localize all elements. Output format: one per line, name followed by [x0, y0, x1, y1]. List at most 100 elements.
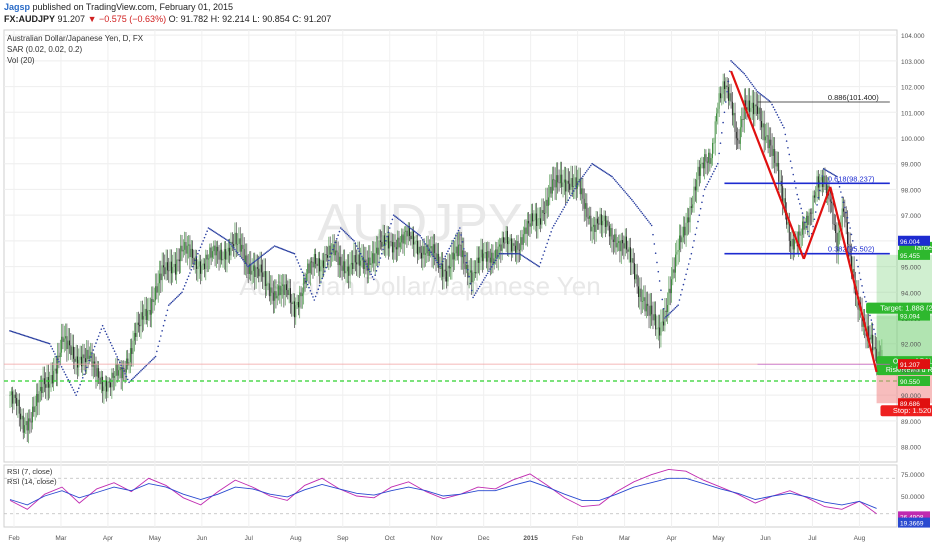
y-tick-label: 102.000 [901, 85, 925, 92]
sar-dot [500, 252, 502, 255]
sar-dot [576, 183, 579, 185]
sar-dot [789, 160, 792, 162]
candle-body [659, 327, 661, 336]
candle-body [465, 264, 467, 270]
sar-dot [584, 171, 587, 174]
candle-body [356, 262, 358, 265]
sar-dot [332, 248, 334, 251]
rr-label: Risk/Reward Ratio: 1.24 [886, 367, 932, 374]
candle-body [528, 220, 530, 224]
sar-dot [377, 265, 379, 268]
candle-body [645, 303, 647, 312]
sar-dot [803, 216, 805, 219]
candle-body [619, 241, 621, 252]
candle-body [250, 263, 252, 275]
sar-dot [248, 264, 251, 267]
sar-dot [149, 360, 152, 363]
candle-body [20, 413, 22, 420]
candle-body [581, 188, 583, 195]
sar-dot [607, 173, 609, 175]
sar-dot [642, 214, 645, 216]
rsi-tick-label: 75.0000 [901, 472, 925, 479]
candle-body [71, 346, 73, 356]
sar-dot [619, 185, 621, 187]
candle-body [139, 324, 141, 327]
x-tick-label: 2015 [523, 535, 538, 542]
candle-body [688, 217, 690, 223]
candle-body [709, 152, 711, 164]
sar-dot [666, 314, 669, 317]
candle-body [513, 243, 515, 246]
candle-body [509, 238, 511, 242]
sar-dot [559, 213, 562, 215]
sar-dot [695, 227, 698, 229]
sar-dot [298, 265, 301, 267]
sar-dot [198, 249, 200, 252]
candle-body [464, 263, 466, 270]
sar-dot [163, 319, 166, 322]
sar-dot [459, 227, 461, 229]
candle-body [813, 195, 815, 198]
candle-body [742, 119, 744, 120]
sar-dot [125, 375, 128, 378]
candle-body [133, 332, 135, 341]
sar-dot [22, 334, 25, 336]
sar-dot [552, 224, 555, 227]
sar-dot [369, 270, 371, 273]
sar-dot [477, 287, 480, 290]
sar-dot [75, 394, 77, 396]
sar-dot [214, 231, 216, 234]
sar-dot [231, 245, 234, 247]
sar-dot [84, 370, 87, 372]
sar-dot [636, 205, 638, 208]
candle-body [553, 179, 555, 181]
sar-dot [841, 196, 843, 198]
candle-body [806, 215, 807, 223]
sar-dot [199, 246, 202, 249]
sar-dot [138, 371, 141, 373]
sar-dot [424, 243, 427, 245]
candle-body [794, 239, 796, 250]
sar-dot [411, 228, 414, 231]
candle-body [508, 241, 510, 245]
fib-level-label: 0.382(95.502) [828, 245, 875, 254]
sar-dot [313, 299, 316, 301]
sar-dot [66, 376, 68, 378]
indicator-legend: Australian Dollar/Japanese Yen, D, FX SA… [7, 34, 144, 65]
candle-body [786, 212, 788, 225]
candle-body [279, 285, 281, 296]
sar-dot [645, 217, 648, 220]
sar-dot [504, 252, 506, 255]
candle-body [13, 394, 15, 404]
author-link[interactable]: Jagsp [4, 2, 31, 12]
sar-dot [219, 234, 222, 237]
candle-body [286, 284, 287, 291]
sar-dot [134, 375, 137, 377]
candle-body [364, 259, 366, 269]
sar-dot [387, 231, 390, 234]
sar-dot [838, 186, 841, 188]
sar-dot [525, 257, 527, 259]
candle-body [12, 391, 14, 404]
sar-dot [611, 175, 613, 178]
price-tag [898, 376, 930, 386]
candle-body [376, 247, 377, 254]
candle-body [198, 261, 200, 267]
sar-dot [259, 256, 261, 259]
candle-body [738, 140, 740, 144]
sar-dot [631, 198, 633, 201]
candle-body [341, 265, 343, 271]
candle-body [446, 271, 448, 282]
candle-body [475, 272, 477, 274]
sar-dot [625, 192, 628, 195]
candle-body [634, 263, 635, 280]
candle-body [231, 241, 233, 245]
candle-body [393, 242, 395, 253]
candle-body [745, 100, 747, 108]
candle-body [836, 232, 838, 252]
candle-body [309, 261, 311, 274]
candle-body [782, 186, 784, 203]
candle-body [79, 356, 81, 360]
candle-body [421, 252, 422, 259]
